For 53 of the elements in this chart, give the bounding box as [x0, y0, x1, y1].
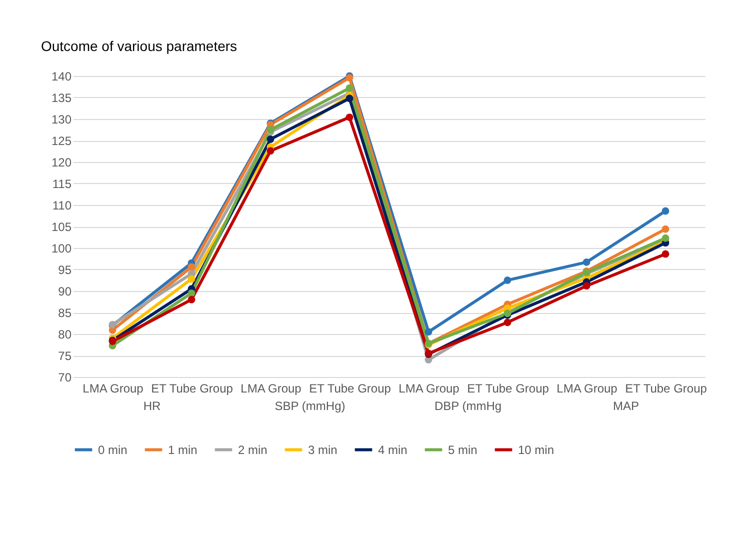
x-tick-label: ET Tube Group [625, 382, 708, 396]
legend-label: 3 min [308, 442, 338, 457]
y-tick-label: 85 [58, 306, 72, 320]
point [504, 276, 512, 284]
y-tick-label: 80 [58, 328, 72, 342]
point [346, 94, 354, 102]
x-tick-label: LMA Group [398, 382, 460, 396]
y-tick-label: 140 [51, 70, 72, 84]
point [662, 250, 670, 258]
text: MAP [612, 399, 640, 413]
point [188, 289, 196, 297]
y-tick-label: 75 [58, 349, 72, 363]
y-tick-label: 95 [58, 263, 72, 277]
x-tick-label: LMA Group [240, 382, 302, 396]
point [266, 147, 274, 155]
legend-label: 1 min [168, 442, 198, 457]
x-tick-label: LMA Group [82, 382, 144, 396]
point [424, 328, 432, 336]
y-tick-label: 130 [51, 112, 72, 126]
point [266, 136, 274, 143]
point [188, 263, 196, 271]
x-tick-label: LMA Group [556, 382, 618, 396]
y-tick-label: 100 [51, 242, 72, 256]
x-tick-label: ET Tube Group [151, 382, 234, 396]
text: HR [143, 399, 161, 413]
y-tick-label: 120 [51, 156, 72, 170]
point [188, 275, 196, 283]
y-tick-label: 125 [51, 134, 72, 148]
legend-label: 4 min [378, 442, 408, 457]
y-tick-label: 110 [52, 198, 72, 212]
x-tick-label: ET Tube Group [467, 382, 550, 396]
text: SBP (mmHg) [274, 399, 346, 413]
point [504, 318, 512, 326]
legend-label: 2 min [238, 442, 268, 457]
text: DBP (mmHg [434, 399, 502, 413]
y-tick-label: 135 [51, 91, 72, 105]
y-tick-label: 70 [58, 370, 72, 384]
point [582, 282, 590, 290]
legend-label: 10 min [518, 442, 554, 457]
point [346, 84, 354, 92]
legend-label: 0 min [98, 442, 128, 457]
point [662, 225, 670, 233]
point [188, 296, 196, 304]
x-tick-label: ET Tube Group [309, 382, 392, 396]
point [346, 114, 354, 121]
y-tick-label: 115 [52, 177, 72, 191]
chart-title: Outcome of various parameters [40, 38, 238, 54]
point [582, 258, 590, 266]
point [662, 207, 670, 215]
y-tick-label: 105 [51, 220, 72, 234]
y-tick-label: 90 [58, 284, 72, 298]
point [266, 126, 274, 134]
legend-label: 5 min [448, 442, 478, 457]
